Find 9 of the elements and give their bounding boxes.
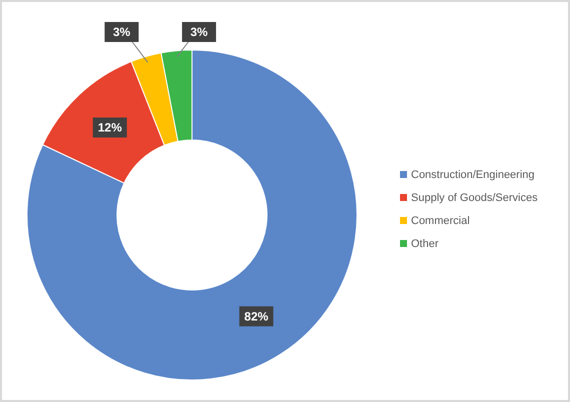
data-label: 12% xyxy=(98,120,122,135)
data-label: 3% xyxy=(190,25,208,39)
data-label: 82% xyxy=(244,309,269,324)
legend-label: Other xyxy=(411,238,439,250)
legend-label: Commercial xyxy=(411,215,470,227)
legend-label: Construction/Engineering xyxy=(411,169,535,181)
legend-label: Supply of Goods/Services xyxy=(411,192,538,204)
donut-slice xyxy=(26,50,358,380)
data-label: 3% xyxy=(112,25,131,39)
